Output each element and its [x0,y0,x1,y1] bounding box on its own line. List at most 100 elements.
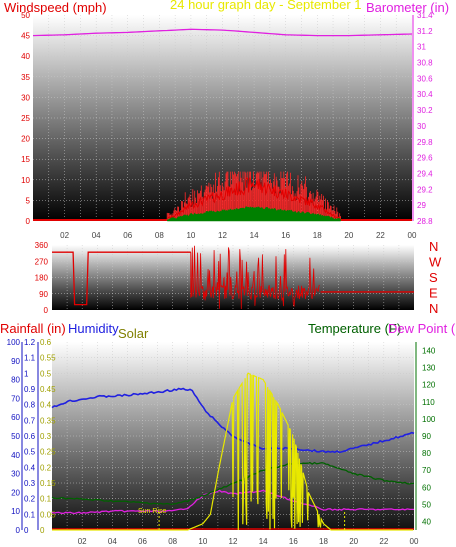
solar-tick-label: 0.3 [40,432,52,441]
panel1-x-ticks: 02 04 06 08 10 12 14 16 18 20 22 00 [60,231,417,240]
temperature-tick-label: 70 [422,466,431,475]
humidity-tick-label: 0.2 [24,495,36,504]
x-tick-label: 12 [229,537,238,546]
windspeed-axis-label: Windspeed (mph) [4,0,107,15]
x-tick-label: 22 [379,537,388,546]
y2-tick-label: 30.4 [417,90,433,99]
humidity-tick-label: 0.1 [24,510,36,519]
humidity-tick-label: 0.3 [24,479,36,488]
solar-tick-label: 0.2 [40,463,52,472]
solar-y-ticks: 0 0.05 0.1 0.15 0.2 0.25 0.3 0.35 0.4 0.45 0.5 0.55… [40,338,56,535]
x-tick-label: 20 [344,231,353,240]
y-tick-label: 90 [39,290,48,299]
rain-tick-label: 10 [11,507,20,516]
rainfall-y-ticks: 0 10 20 30 40 50 60 70 80 90 100 [7,338,23,535]
rain-tick-label: 0 [16,526,21,535]
panel3-series [51,372,415,531]
compass-letter: N [429,239,438,254]
y2-tick-label: 29.6 [417,154,433,163]
barometer-axis-label: Barometer (in) [366,0,449,15]
dewpoint-axis-label: Dew Point ( [388,321,456,336]
avg-windspeed-area [166,206,341,222]
y-tick-label: 35 [21,73,30,82]
temperature-tick-label: 130 [422,364,436,373]
x-tick-label: 08 [155,231,164,240]
compass-letter: N [429,301,438,316]
y2-tick-label: 31.2 [417,27,433,36]
barometer-y-ticks: 28.8 29 29.2 29.4 29.6 29.8 30 30.2 30.4 30.6 30.8… [412,11,433,226]
solar-tick-label: 0.45 [40,385,56,394]
solar-tick-label: 0.05 [40,510,56,519]
y-tick-label: 180 [35,274,49,283]
temperature-tick-label: 120 [422,381,436,390]
humidity-tick-label: 0.9 [24,385,36,394]
y-tick-label: 50 [21,11,30,20]
solar-tick-label: 0.4 [40,401,52,410]
y2-tick-label: 30.2 [417,106,433,115]
x-tick-label: 16 [289,537,298,546]
solar-tick-label: 0.35 [40,416,56,425]
humidity-tick-label: 1 [24,369,29,378]
temperature-tick-label: 90 [422,432,431,441]
rain-tick-label: 90 [11,357,20,366]
panel2-series [52,245,414,310]
x-tick-label: 22 [376,231,385,240]
y-tick-label: 15 [21,155,30,164]
x-tick-label: 16 [281,231,290,240]
y2-tick-label: 29 [417,201,426,210]
temperature-tick-label: 100 [422,415,436,424]
rain-tick-label: 60 [11,413,20,422]
humidity-tick-label: 1.2 [24,338,36,347]
rain-tick-label: 40 [11,451,20,460]
compass-letter: W [429,255,442,270]
temperature-tick-label: 60 [422,483,431,492]
y2-tick-label: 31 [417,43,426,52]
y-tick-label: 30 [21,93,30,102]
temperature-tick-label: 40 [422,517,431,526]
temperature-tick-label: 50 [422,500,431,509]
solar-tick-label: 0.15 [40,479,56,488]
x-tick-label: 12 [218,231,227,240]
x-tick-label: 00 [408,231,417,240]
x-tick-label: 10 [186,231,195,240]
x-tick-label: 04 [108,537,117,546]
humidity-tick-label: 0 [24,526,29,535]
panel1-series [32,28,413,222]
x-tick-label: 18 [319,537,328,546]
y-tick-label: 20 [21,135,30,144]
humidity-axis-label: Humidity [68,321,119,336]
solar-tick-label: 0.25 [40,448,56,457]
humidity-tick-label: 1.1 [24,354,36,363]
y-tick-label: 40 [21,52,30,61]
direction-y-ticks: 0 90 180 270 360 [35,241,49,315]
humidity-y-ticks: 0 0.1 0.2 0.3 0.4 0.5 0.6 0.7 0.8 0.9 1 1.1 1.2 [24,338,39,535]
y2-tick-label: 31.4 [417,11,433,20]
y2-tick-label: 28.8 [417,217,433,226]
y-tick-label: 25 [21,114,30,123]
barometer-line [32,28,413,37]
y-tick-label: 10 [21,176,30,185]
solar-line [52,372,414,531]
humidity-tick-label: 0.8 [24,401,36,410]
y2-tick-label: 29.4 [417,169,433,178]
y-tick-label: 360 [35,241,49,250]
wind-direction-variable [190,245,320,310]
x-tick-label: 08 [168,537,177,546]
rain-tick-label: 70 [11,394,20,403]
graph-title: 24 hour graph day - September 1 [170,0,362,12]
x-tick-label: 14 [250,231,259,240]
rainfall-axis-label: Rainfall (in) [0,321,66,336]
y-tick-label: 0 [44,306,49,315]
x-tick-label: 14 [259,537,268,546]
panel1-grid [33,15,412,221]
y2-tick-label: 29.8 [417,138,433,147]
solar-axis-label: Solar [118,326,149,341]
y-tick-label: 0 [26,217,31,226]
y2-tick-label: 30 [417,122,426,131]
y2-tick-label: 30.6 [417,74,433,83]
compass-letter: E [429,286,438,301]
solar-tick-label: 0.55 [40,354,56,363]
temperature-tick-label: 140 [422,347,436,356]
